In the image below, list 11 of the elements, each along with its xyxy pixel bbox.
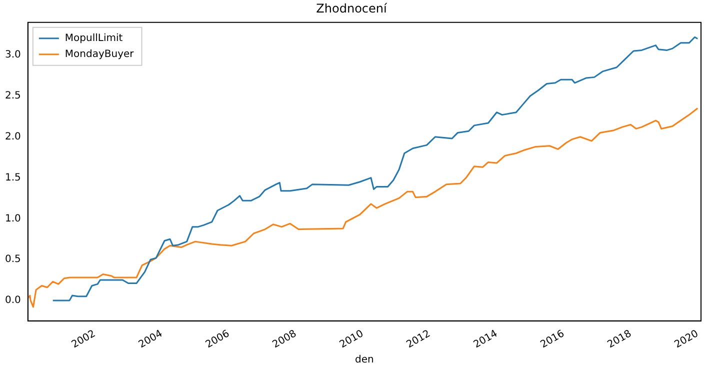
chart-title: Zhodnocení (316, 1, 388, 16)
y-tick-label: 1.0 (4, 213, 21, 224)
y-tick-label: 2.5 (4, 90, 21, 102)
y-tick-label: 3.0 (4, 50, 21, 61)
legend-label: MondayBuyer (64, 48, 135, 60)
y-tick-label: 0.5 (4, 254, 21, 266)
x-axis-title: den (355, 354, 374, 366)
y-tick-label: 2.0 (4, 131, 21, 142)
y-tick-label: 1.5 (4, 172, 21, 184)
legend-label: MopullLimit (64, 32, 123, 44)
y-tick-label: 0.0 (4, 295, 21, 306)
